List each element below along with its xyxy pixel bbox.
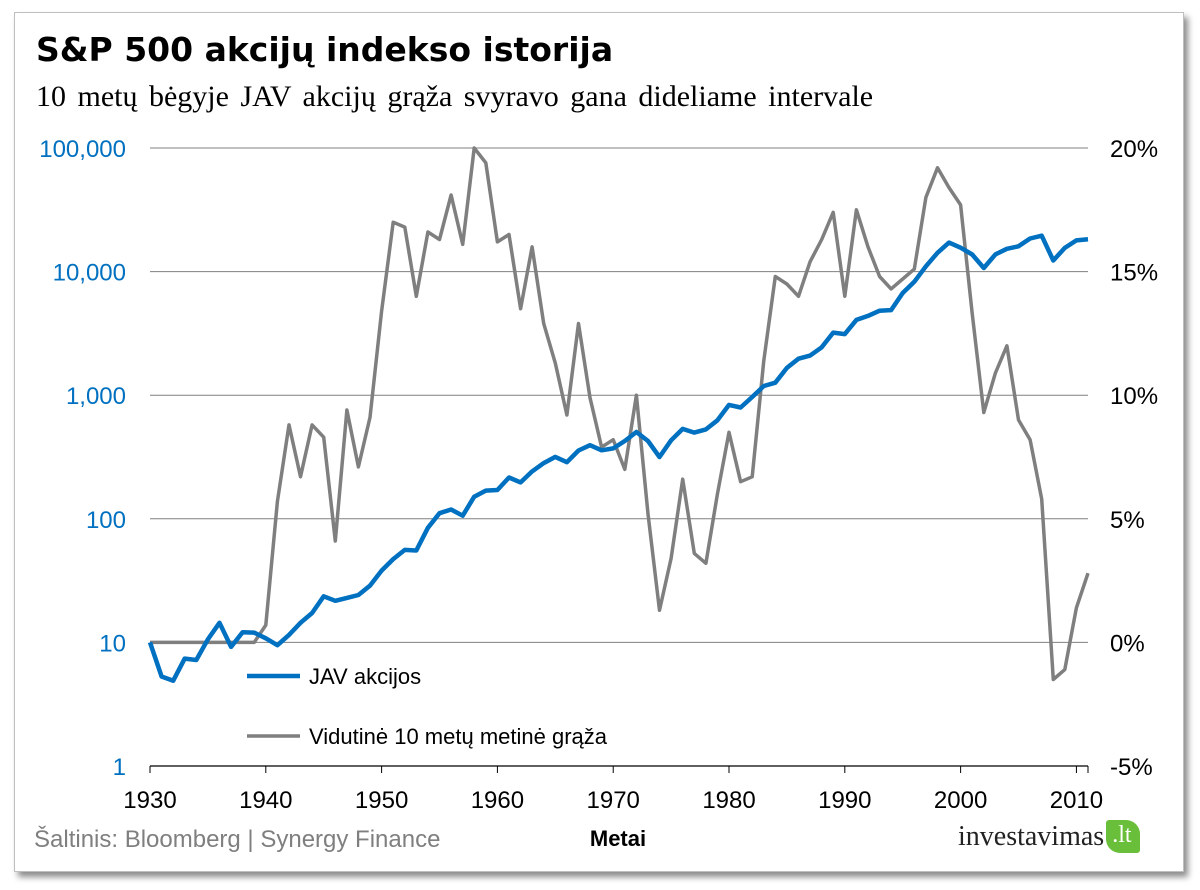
right-tick-label: 5% — [1110, 507, 1145, 534]
x-tick-label: 2010 — [1050, 787, 1103, 814]
right-tick-label: 10% — [1110, 383, 1158, 410]
chart-subtitle: 10 metų bėgyje JAV akcijų grąža svyravo … — [36, 80, 874, 113]
logo-text: investavimas — [958, 820, 1105, 852]
x-tick-label: 2000 — [934, 787, 987, 814]
x-tick-label: 1930 — [123, 787, 176, 814]
x-tick-label: 1970 — [587, 787, 640, 814]
left-tick-label: 100 — [86, 507, 126, 534]
series-line-avg-10y-return — [150, 146, 1090, 682]
x-axis-ticks: 1930 1940 1950 1960 1970 1980 1990 2000 2010 — [123, 787, 1103, 814]
series-line-us-stocks — [147, 233, 1089, 683]
legend-entry-us-stocks: JAV akcijos — [309, 664, 421, 689]
source-note: Šaltinis: Bloomberg | Synergy Finance — [34, 826, 441, 853]
logo-badge: .lt — [1106, 820, 1140, 853]
right-tick-label: 20% — [1110, 136, 1158, 163]
left-tick-label: 1 — [113, 754, 126, 781]
x-tick-label: 1960 — [471, 787, 524, 814]
legend-entry-avg-return: Vidutinė 10 metų metinė grąža — [309, 724, 608, 749]
left-axis-ticks: 1 10 100 1,000 10,000 100,000 — [39, 136, 126, 781]
brand-logo: investavimas .lt — [958, 820, 1140, 853]
left-tick-label: 100,000 — [39, 136, 126, 163]
right-tick-label: 0% — [1110, 630, 1145, 657]
series-lines — [147, 146, 1090, 683]
left-tick-label: 1,000 — [66, 383, 126, 410]
left-tick-label: 10,000 — [53, 260, 126, 287]
x-tick-label: 1980 — [702, 787, 755, 814]
right-axis-ticks: -5% 0% 5% 10% 15% 20% — [1110, 136, 1158, 781]
x-axis-title: Metai — [590, 826, 646, 851]
chart-title: S&P 500 akcijų indekso istorija — [36, 30, 614, 69]
right-tick-label: 15% — [1110, 260, 1158, 287]
right-tick-label: -5% — [1110, 754, 1153, 781]
gridlines — [149, 147, 1089, 773]
x-tick-label: 1940 — [239, 787, 292, 814]
left-tick-label: 10 — [99, 630, 126, 657]
x-tick-label: 1950 — [355, 787, 408, 814]
x-tick-label: 1990 — [818, 787, 871, 814]
legend: JAV akcijos Vidutinė 10 metų metinė grąža — [247, 664, 608, 749]
